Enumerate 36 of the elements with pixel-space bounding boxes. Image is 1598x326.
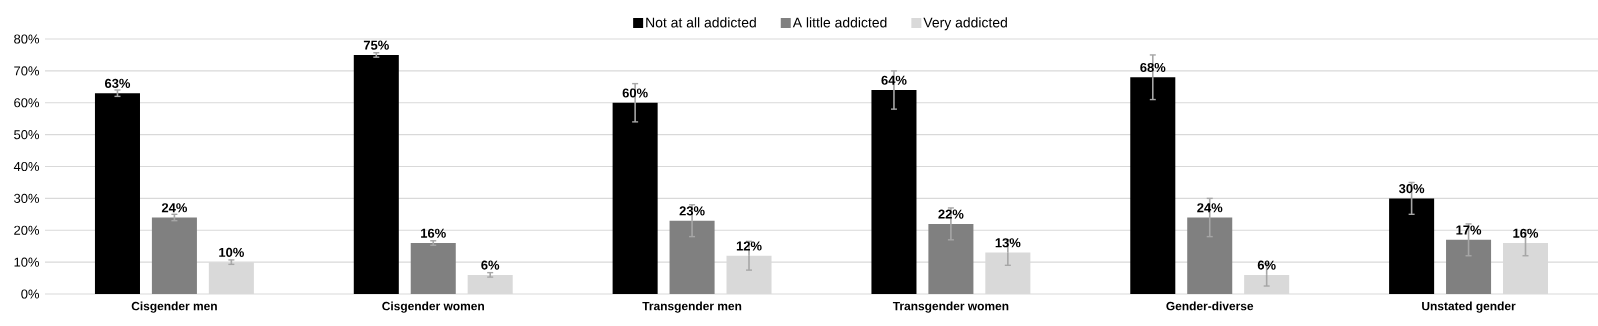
data-label: 64% <box>881 75 907 85</box>
data-label: 75% <box>363 40 389 50</box>
data-label: 16% <box>421 228 446 238</box>
y-tick-label: 70% <box>14 66 40 76</box>
data-label: 10% <box>219 247 244 257</box>
y-tick-label: 80% <box>14 34 40 44</box>
data-label: 68% <box>1140 62 1166 73</box>
data-label: 6% <box>1257 260 1276 270</box>
data-label: 23% <box>679 206 705 216</box>
y-tick-label: 0% <box>21 289 40 299</box>
data-label: 17% <box>1456 225 1482 235</box>
x-tick-label: Unstated gender <box>1422 301 1516 313</box>
data-label: 13% <box>995 238 1021 248</box>
y-tick-label: 30% <box>14 193 40 203</box>
data-label: 63% <box>104 78 131 88</box>
data-label: 12% <box>736 241 762 251</box>
data-label: 30% <box>1398 183 1425 194</box>
y-tick-label: 10% <box>14 257 40 267</box>
legend-label: Not at all addicted <box>646 17 756 28</box>
data-label: 24% <box>161 203 188 213</box>
y-tick-label: 40% <box>13 161 40 172</box>
data-label: 24% <box>1197 203 1223 213</box>
legend-label: A little addicted <box>792 17 887 28</box>
legend-label: Very addicted <box>923 17 1007 31</box>
x-tick-label: Transgender women <box>892 301 1009 313</box>
data-label: 6% <box>481 260 500 270</box>
y-tick-label: 60% <box>14 98 40 108</box>
x-tick-label: Cisgender men <box>131 301 217 313</box>
x-tick-label: Gender-diverse <box>1166 301 1254 311</box>
data-label: 22% <box>938 209 964 219</box>
data-label: 60% <box>622 88 648 98</box>
y-tick-label: 20% <box>14 225 40 235</box>
x-tick-label: Transgender men <box>642 301 742 313</box>
data-label: 16% <box>1513 228 1539 238</box>
y-tick-label: 50% <box>14 130 40 140</box>
x-tick-label: Cisgender women <box>382 301 484 313</box>
